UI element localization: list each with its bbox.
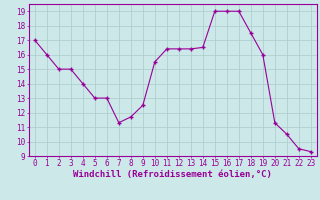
- X-axis label: Windchill (Refroidissement éolien,°C): Windchill (Refroidissement éolien,°C): [73, 170, 272, 179]
